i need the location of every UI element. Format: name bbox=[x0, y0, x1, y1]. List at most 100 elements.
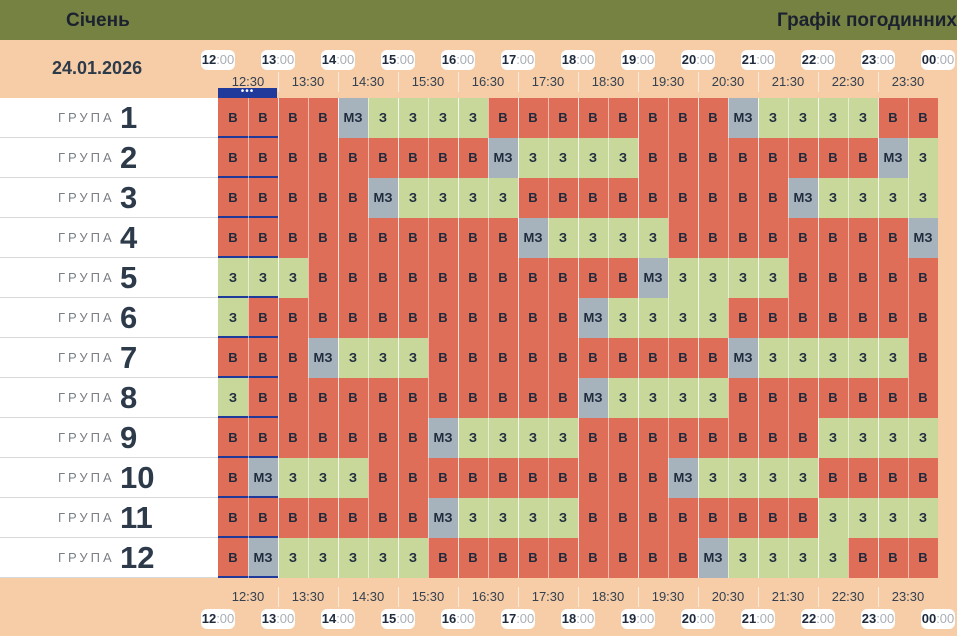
cell-z[interactable]: З bbox=[668, 258, 698, 298]
cell-v[interactable]: В bbox=[278, 378, 308, 418]
cell-v[interactable]: В bbox=[458, 258, 488, 298]
cell-z[interactable]: З bbox=[608, 378, 638, 418]
cell-v[interactable]: В bbox=[488, 298, 518, 338]
cell-v[interactable]: В bbox=[818, 378, 848, 418]
cell-mz[interactable]: МЗ bbox=[728, 338, 758, 378]
cell-z[interactable]: З bbox=[548, 138, 578, 178]
cell-v[interactable]: В bbox=[428, 378, 458, 418]
cell-v[interactable]: В bbox=[308, 498, 338, 538]
cell-v[interactable]: В bbox=[308, 418, 338, 458]
cell-v[interactable]: В bbox=[218, 98, 248, 138]
cell-v[interactable]: В bbox=[488, 98, 518, 138]
cell-v[interactable]: В bbox=[278, 138, 308, 178]
cell-v[interactable]: В bbox=[758, 498, 788, 538]
cell-z[interactable]: З bbox=[758, 538, 788, 578]
cell-v[interactable]: В bbox=[398, 258, 428, 298]
cell-v[interactable]: В bbox=[308, 298, 338, 338]
cell-v[interactable]: В bbox=[278, 298, 308, 338]
cell-v[interactable]: В bbox=[428, 218, 458, 258]
cell-v[interactable]: В bbox=[308, 98, 338, 138]
cell-v[interactable]: В bbox=[248, 178, 278, 218]
cell-v[interactable]: В bbox=[248, 218, 278, 258]
cell-z[interactable]: З bbox=[818, 178, 848, 218]
cell-v[interactable]: В bbox=[368, 378, 398, 418]
cell-mz[interactable]: МЗ bbox=[578, 298, 608, 338]
cell-v[interactable]: В bbox=[428, 458, 458, 498]
cell-v[interactable]: В bbox=[608, 538, 638, 578]
cell-v[interactable]: В bbox=[368, 458, 398, 498]
cell-v[interactable]: В bbox=[488, 258, 518, 298]
cell-v[interactable]: В bbox=[578, 338, 608, 378]
cell-z[interactable]: З bbox=[728, 538, 758, 578]
cell-v[interactable]: В bbox=[458, 138, 488, 178]
cell-v[interactable]: В bbox=[668, 218, 698, 258]
cell-v[interactable]: В bbox=[818, 458, 848, 498]
cell-v[interactable]: В bbox=[578, 458, 608, 498]
cell-v[interactable]: В bbox=[518, 458, 548, 498]
cell-v[interactable]: В bbox=[698, 418, 728, 458]
cell-z[interactable]: З bbox=[368, 338, 398, 378]
cell-z[interactable]: З bbox=[698, 458, 728, 498]
cell-v[interactable]: В bbox=[758, 178, 788, 218]
cell-v[interactable]: В bbox=[458, 458, 488, 498]
cell-z[interactable]: З bbox=[668, 378, 698, 418]
cell-v[interactable]: В bbox=[518, 538, 548, 578]
cell-z[interactable]: З bbox=[308, 538, 338, 578]
cell-v[interactable]: В bbox=[668, 498, 698, 538]
cell-z[interactable]: З bbox=[698, 258, 728, 298]
cell-v[interactable]: В bbox=[518, 98, 548, 138]
cell-v[interactable]: В bbox=[488, 378, 518, 418]
cell-z[interactable]: З bbox=[848, 498, 878, 538]
cell-v[interactable]: В bbox=[668, 138, 698, 178]
cell-z[interactable]: З bbox=[368, 98, 398, 138]
cell-z[interactable]: З bbox=[278, 458, 308, 498]
cell-v[interactable]: В bbox=[758, 218, 788, 258]
cell-z[interactable]: З bbox=[638, 298, 668, 338]
cell-v[interactable]: В bbox=[338, 298, 368, 338]
cell-v[interactable]: В bbox=[698, 138, 728, 178]
cell-v[interactable]: В bbox=[818, 258, 848, 298]
cell-v[interactable]: В bbox=[428, 338, 458, 378]
cell-z[interactable]: З bbox=[248, 258, 278, 298]
cell-mz[interactable]: МЗ bbox=[728, 98, 758, 138]
cell-v[interactable]: В bbox=[578, 498, 608, 538]
cell-v[interactable]: В bbox=[518, 378, 548, 418]
cell-v[interactable]: В bbox=[578, 538, 608, 578]
cell-v[interactable]: В bbox=[638, 98, 668, 138]
cell-v[interactable]: В bbox=[248, 138, 278, 178]
cell-v[interactable]: В bbox=[638, 338, 668, 378]
cell-v[interactable]: В bbox=[788, 298, 818, 338]
cell-v[interactable]: В bbox=[398, 498, 428, 538]
cell-z[interactable]: З bbox=[218, 378, 248, 418]
cell-z[interactable]: З bbox=[878, 178, 908, 218]
cell-z[interactable]: З bbox=[218, 298, 248, 338]
cell-z[interactable]: З bbox=[608, 138, 638, 178]
cell-z[interactable]: З bbox=[338, 538, 368, 578]
cell-v[interactable]: В bbox=[548, 378, 578, 418]
cell-z[interactable]: З bbox=[548, 498, 578, 538]
cell-v[interactable]: В bbox=[488, 338, 518, 378]
cell-v[interactable]: В bbox=[758, 418, 788, 458]
cell-v[interactable]: В bbox=[428, 138, 458, 178]
cell-v[interactable]: В bbox=[368, 138, 398, 178]
cell-v[interactable]: В bbox=[638, 538, 668, 578]
cell-v[interactable]: В bbox=[878, 378, 908, 418]
cell-v[interactable]: В bbox=[518, 258, 548, 298]
cell-v[interactable]: В bbox=[488, 538, 518, 578]
cell-z[interactable]: З bbox=[698, 298, 728, 338]
cell-mz[interactable]: МЗ bbox=[428, 418, 458, 458]
cell-v[interactable]: В bbox=[548, 98, 578, 138]
cell-z[interactable]: З bbox=[398, 338, 428, 378]
cell-v[interactable]: В bbox=[428, 538, 458, 578]
cell-z[interactable]: З bbox=[518, 138, 548, 178]
cell-v[interactable]: В bbox=[728, 418, 758, 458]
cell-mz[interactable]: МЗ bbox=[908, 218, 938, 258]
cell-v[interactable]: В bbox=[638, 138, 668, 178]
cell-v[interactable]: В bbox=[518, 338, 548, 378]
cell-z[interactable]: З bbox=[788, 98, 818, 138]
cell-v[interactable]: В bbox=[248, 418, 278, 458]
cell-z[interactable]: З bbox=[908, 138, 938, 178]
cell-v[interactable]: В bbox=[458, 298, 488, 338]
cell-v[interactable]: В bbox=[848, 258, 878, 298]
cell-v[interactable]: В bbox=[608, 178, 638, 218]
